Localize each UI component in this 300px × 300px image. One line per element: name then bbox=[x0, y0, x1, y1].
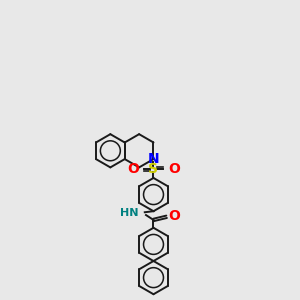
Text: S: S bbox=[148, 162, 158, 176]
Text: O: O bbox=[127, 162, 139, 176]
Text: HN: HN bbox=[121, 208, 139, 218]
Text: O: O bbox=[168, 162, 180, 176]
Text: N: N bbox=[148, 152, 159, 166]
Text: O: O bbox=[169, 209, 181, 223]
